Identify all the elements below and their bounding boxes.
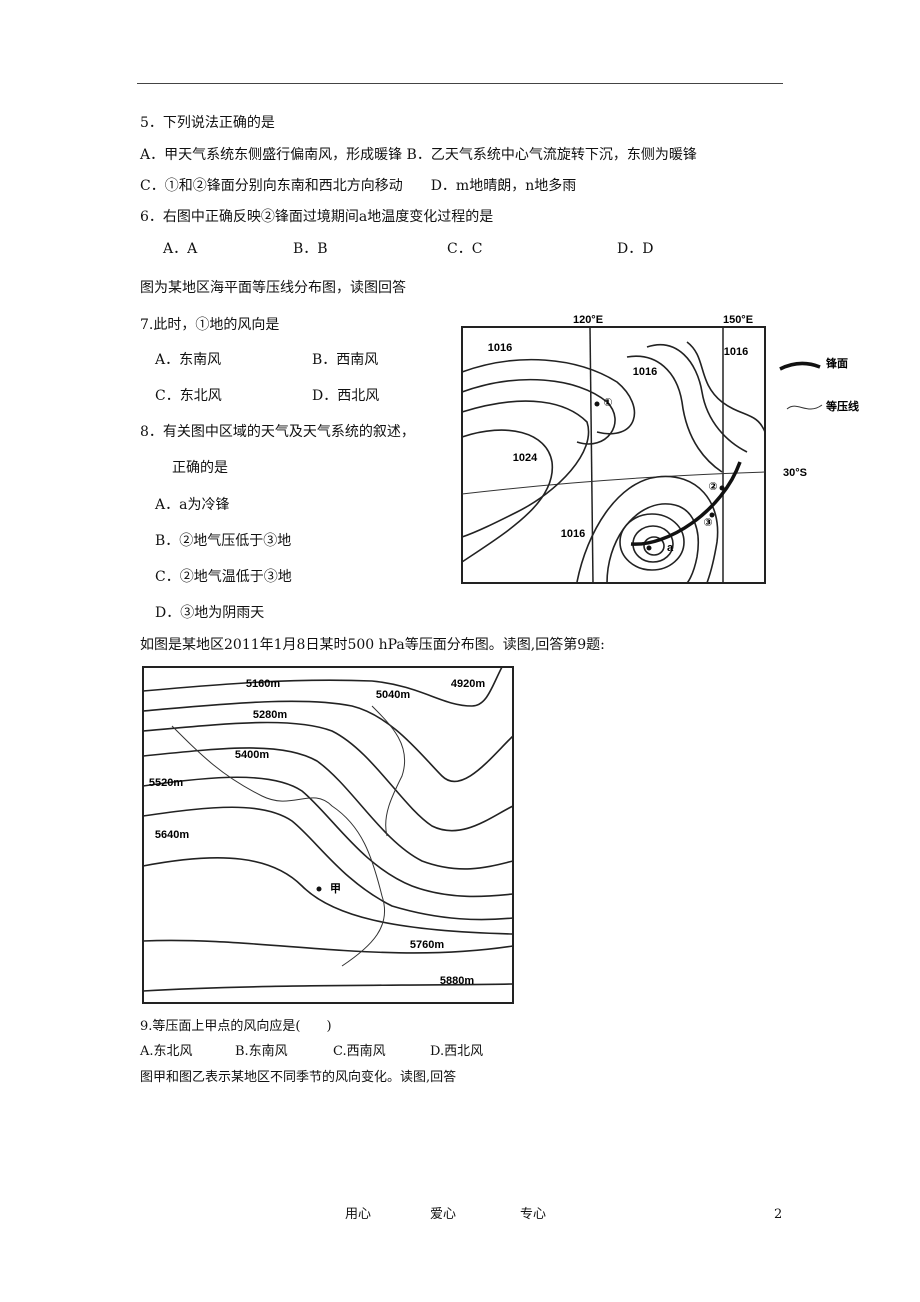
- question: 正确的是: [172, 460, 228, 476]
- intro: 如图是某地区2011年1月8日某时500 hPa等压面分布图。读图,回答第9题:: [140, 637, 605, 653]
- option: C．①和②锋面分别向东南和西北方向移动 D．m地晴朗，n地多雨: [140, 178, 577, 194]
- point-label: a: [667, 542, 674, 554]
- longitude-label: 150°E: [723, 314, 753, 326]
- isobar-label: 1016: [724, 346, 748, 358]
- footer-text: 爱心: [430, 1207, 457, 1222]
- option: A.东北风: [140, 1044, 193, 1059]
- option: C．C: [447, 241, 483, 257]
- option: D．③地为阴雨天: [155, 605, 265, 621]
- option: D.西北风: [430, 1044, 484, 1059]
- option: D．D: [617, 241, 654, 257]
- page-number: 2: [774, 1207, 783, 1222]
- contour-map: 5160m 5040m 4920m 5280m 5400m 5520m 5640…: [142, 666, 514, 1004]
- point-label: ②: [708, 481, 717, 493]
- option: B.东南风: [235, 1044, 288, 1059]
- footer-text: 用心: [345, 1207, 372, 1222]
- footer-text: 专心: [520, 1207, 547, 1222]
- point-label: 甲: [330, 882, 341, 895]
- question: 5．下列说法正确的是: [140, 115, 275, 131]
- option: A．a为冷锋: [155, 497, 230, 513]
- question: 7.此时，①地的风向是: [140, 317, 280, 333]
- isobar-label: 1016: [488, 342, 512, 354]
- contour-label: 4920m: [451, 678, 485, 690]
- intro: 图为某地区海平面等压线分布图，读图回答: [140, 280, 406, 296]
- contour-label: 5280m: [253, 709, 287, 721]
- option: C.西南风: [333, 1044, 386, 1059]
- option: A．甲天气系统东侧盛行偏南风，形成暖锋 B．乙天气系统中心气流旋转下沉，东侧为暖…: [140, 147, 697, 163]
- intro: 图甲和图乙表示某地区不同季节的风向变化。读图,回答: [140, 1070, 457, 1085]
- option: B．②地气压低于③地: [155, 533, 292, 549]
- longitude-label: 120°E: [573, 314, 603, 326]
- question: 9.等压面上甲点的风向应是( ): [140, 1019, 332, 1034]
- option: D．西北风: [312, 388, 380, 404]
- option: B．西南风: [312, 352, 379, 368]
- contour-label: 5520m: [149, 777, 183, 789]
- isobar-label: 1016: [561, 528, 585, 540]
- contour-label: 5640m: [155, 829, 189, 841]
- isobar-label: 1024: [513, 452, 538, 464]
- legend-label: 锋面: [826, 356, 848, 370]
- header-rule: [137, 83, 783, 84]
- isobar-map: 120°E 150°E 30°S 1016 1016 1016 1024 101…: [461, 314, 859, 584]
- contour-label: 5400m: [235, 749, 269, 761]
- isobar-label: 1016: [633, 366, 657, 378]
- question: 6．右图中正确反映②锋面过境期间a地温度变化过程的是: [140, 209, 494, 225]
- contour-label: 5160m: [246, 678, 280, 690]
- contour-label: 5760m: [410, 939, 444, 951]
- question: 8．有关图中区域的天气及天气系统的叙述，: [140, 424, 415, 440]
- contour-label: 5040m: [376, 689, 410, 701]
- latitude-label: 30°S: [783, 467, 807, 479]
- legend-label: 等压线: [825, 399, 859, 413]
- option: C．东北风: [155, 388, 222, 404]
- option: C．②地气温低于③地: [155, 569, 292, 585]
- option: B．B: [293, 241, 328, 257]
- option: A．A: [163, 241, 198, 257]
- contour-label: 5880m: [440, 975, 474, 987]
- point-label: ③: [703, 517, 712, 529]
- point-label: ①: [603, 397, 612, 409]
- option: A．东南风: [155, 352, 222, 368]
